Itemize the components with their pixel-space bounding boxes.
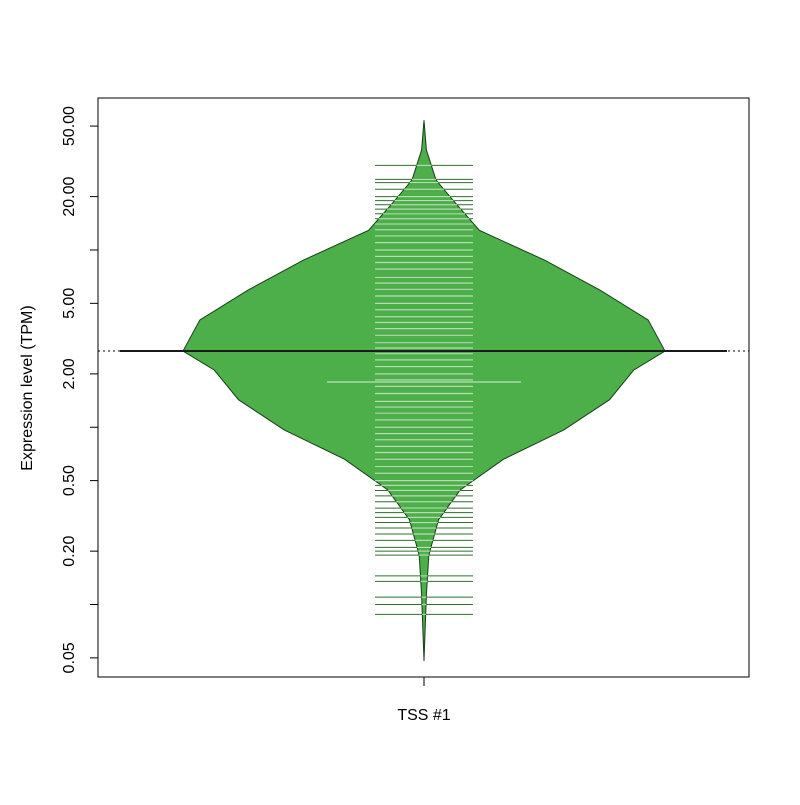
x-tick-label: TSS #1 xyxy=(397,707,450,724)
y-tick-label: 0.05 xyxy=(61,642,78,673)
y-tick-label: 50.00 xyxy=(61,106,78,146)
y-tick-label: 20.00 xyxy=(61,176,78,216)
y-tick-label: 2.00 xyxy=(61,358,78,389)
y-tick-label: 0.50 xyxy=(61,465,78,496)
bean xyxy=(182,120,666,662)
y-axis-title: Expression level (TPM) xyxy=(19,305,36,470)
y-tick-label: 5.00 xyxy=(61,288,78,319)
y-tick-label: 0.20 xyxy=(61,535,78,566)
